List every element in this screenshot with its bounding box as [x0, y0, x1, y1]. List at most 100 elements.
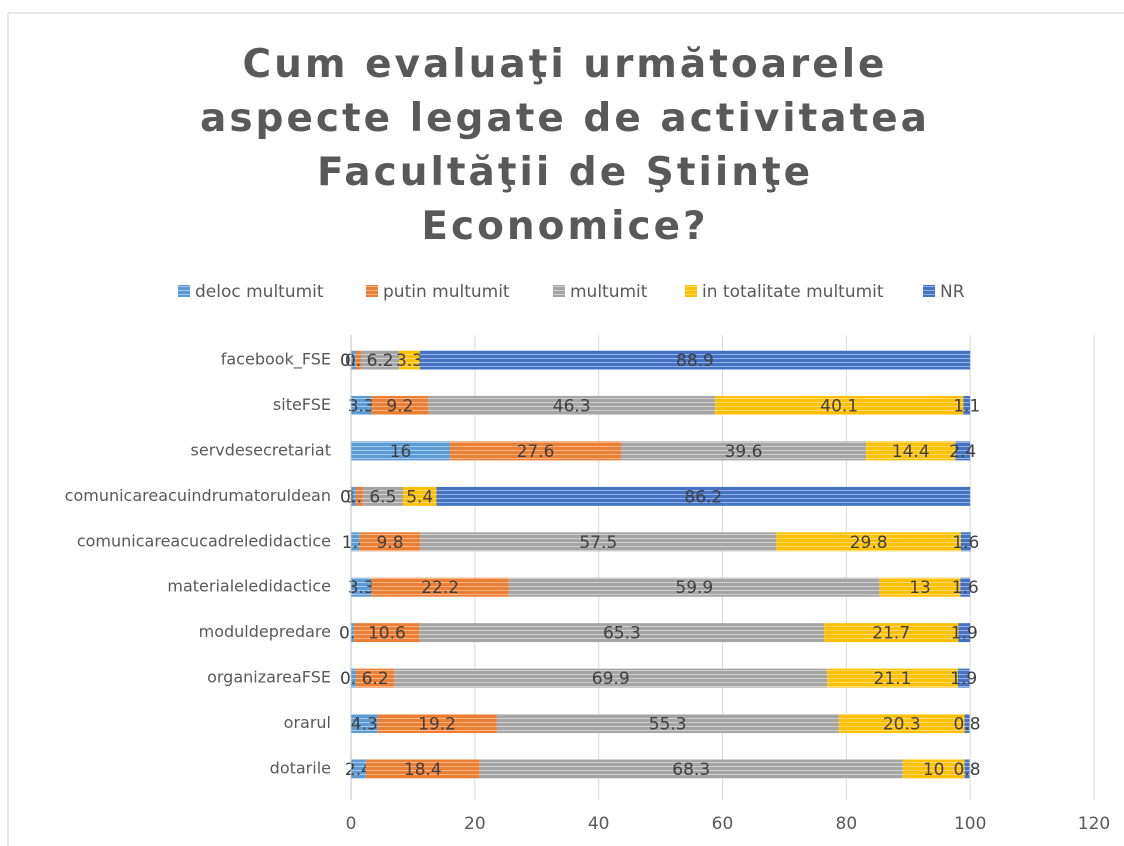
data-label: 3.3 — [348, 396, 375, 416]
bar-segment — [371, 577, 509, 597]
data-label: 21.7 — [872, 624, 910, 644]
data-label: 4.3 — [351, 715, 378, 735]
bar-segment — [902, 759, 965, 779]
x-tick-label: 20 — [464, 814, 486, 834]
data-label: 39.6 — [725, 442, 763, 462]
data-label: 2.4 — [949, 442, 976, 462]
bar-segment — [827, 668, 958, 688]
x-tick-label: 120 — [1078, 814, 1110, 834]
bar-segment — [715, 395, 964, 415]
bar-segment — [362, 486, 404, 506]
y-tick-label: materialeledidactice — [167, 577, 331, 596]
bar-segment — [963, 395, 971, 415]
bar-segment — [776, 532, 961, 552]
bar-segment — [960, 532, 971, 552]
data-label: 1.9 — [951, 624, 978, 644]
bar-segment — [879, 577, 961, 597]
data-label: 6.2 — [362, 669, 389, 689]
data-label: 1.1 — [953, 396, 980, 416]
bar-segment — [394, 668, 828, 688]
data-label: 3.3 — [348, 578, 375, 598]
bar-segment — [351, 350, 356, 370]
data-label: 10.6 — [368, 624, 406, 644]
bar-segment — [419, 623, 825, 643]
bar-segment — [957, 668, 970, 688]
x-tick-label: 80 — [836, 814, 858, 834]
y-tick-label: comunicareacucadreledidactice — [77, 531, 331, 550]
bar-segment — [359, 532, 421, 552]
data-label: 69.9 — [592, 669, 630, 689]
legend-swatch — [685, 285, 697, 297]
y-tick-label: organizareaFSE — [207, 668, 331, 687]
bar-segment — [355, 668, 395, 688]
data-label: 22.2 — [421, 578, 459, 598]
data-label: 57.5 — [579, 533, 617, 553]
data-label: 6.5 — [369, 487, 396, 507]
y-tick-label: comunicareacuindrumatoruldean — [65, 486, 331, 505]
bar-segment — [508, 577, 880, 597]
legend-swatch — [553, 285, 565, 297]
bar-segment — [360, 350, 400, 370]
data-label: 27.6 — [517, 442, 555, 462]
bar-segment — [838, 714, 965, 734]
data-label: 59.9 — [675, 578, 713, 598]
bar-segment — [377, 714, 497, 734]
bar-segment — [354, 623, 420, 643]
bar-segment — [958, 623, 971, 643]
y-tick-label: servdesecretariat — [191, 440, 331, 459]
data-label: 68.3 — [672, 760, 710, 780]
data-label: 46.3 — [553, 396, 591, 416]
legend-swatch — [923, 285, 935, 297]
bar-segment — [351, 668, 356, 688]
legend-swatch — [178, 285, 190, 297]
data-label: 6.2 — [367, 351, 394, 371]
data-label: 0.8 — [954, 760, 981, 780]
data-label: 14.4 — [892, 442, 930, 462]
data-label: 55.3 — [649, 715, 687, 735]
data-label: 1.6 — [952, 578, 979, 598]
data-label: 5.4 — [406, 487, 433, 507]
bar-segment — [351, 441, 451, 461]
bar-segment — [620, 441, 867, 461]
bar-segment — [365, 759, 480, 779]
bar-segment — [371, 395, 429, 415]
y-tick-label: siteFSE — [273, 395, 331, 414]
bar-segment — [866, 441, 956, 461]
data-label: 21.1 — [874, 669, 912, 689]
data-label: 40.1 — [820, 396, 858, 416]
bar-segment — [351, 532, 360, 552]
x-tick-label: 100 — [954, 814, 986, 834]
bar-segment — [399, 350, 420, 370]
y-tick-label: facebook_FSE — [221, 350, 331, 370]
bar-segment — [351, 623, 355, 643]
bar-segment — [955, 441, 971, 461]
bar-segment — [351, 714, 378, 734]
bar-segment — [420, 532, 777, 552]
data-label: 88.9 — [676, 351, 714, 371]
legend-swatch — [366, 285, 378, 297]
legend-label: in totalitate multumit — [702, 282, 884, 302]
x-tick-label: 0 — [346, 814, 357, 834]
bar-segment — [351, 486, 356, 506]
bar-segment — [450, 441, 621, 461]
bar-segment — [351, 395, 372, 415]
data-label: 10 — [923, 760, 945, 780]
y-tick-label: moduldepredare — [199, 622, 331, 641]
bar-segment — [964, 714, 970, 734]
data-label: 1.6 — [952, 533, 979, 553]
bar-segment — [436, 486, 971, 506]
data-label: 13 — [909, 578, 931, 598]
data-label: 16 — [390, 442, 412, 462]
bar-segment — [964, 759, 970, 779]
bar-segment — [428, 395, 716, 415]
data-label: 1.9 — [950, 669, 977, 689]
data-label: 3.3 — [396, 351, 423, 371]
legend-label: multumit — [570, 282, 648, 302]
y-tick-label: dotarile — [270, 759, 331, 778]
x-tick-label: 60 — [712, 814, 734, 834]
bar-segment — [419, 350, 971, 370]
data-label: 65.3 — [603, 624, 641, 644]
bar-segment — [351, 577, 372, 597]
bar-segment — [355, 350, 361, 370]
